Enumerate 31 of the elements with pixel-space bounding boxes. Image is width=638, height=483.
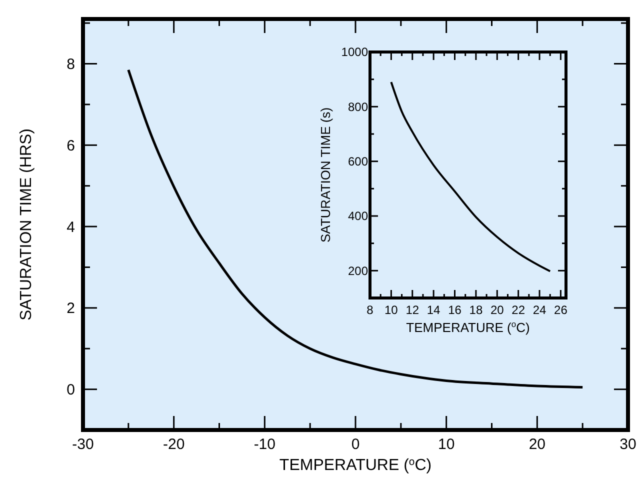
- x-tick-label: 20: [528, 436, 546, 453]
- x-tick-label: 12: [406, 303, 420, 317]
- x-tick-label: 14: [426, 303, 441, 317]
- y-tick-label: 800: [348, 100, 368, 114]
- x-tick-label: -10: [254, 436, 276, 453]
- y-tick-label: 200: [348, 264, 368, 278]
- y-tick-label: 600: [348, 154, 368, 169]
- x-tick-label: 10: [384, 303, 398, 317]
- x-tick-label: 16: [448, 303, 462, 317]
- y-tick-label: 6: [66, 137, 75, 154]
- y-axis-title: SATURATION TIME (s): [318, 107, 333, 243]
- x-tick-label: 26: [554, 303, 568, 317]
- x-tick-label: 24: [532, 303, 547, 317]
- x-tick-label: 22: [512, 303, 526, 317]
- y-tick-label: 4: [66, 218, 75, 236]
- x-tick-label: -30: [72, 436, 94, 453]
- x-axis-title: TEMPERATURE ($^{o}$C): [406, 319, 530, 335]
- y-tick-label: 8: [66, 56, 75, 74]
- y-tick-label: 1000: [341, 45, 368, 60]
- x-tick-label: 30: [620, 436, 636, 453]
- x-tick-label: 18: [469, 303, 483, 317]
- y-tick-label: 0: [66, 382, 75, 399]
- y-axis-title: SATURATION TIME (HRS): [18, 128, 35, 320]
- x-tick-label: 10: [438, 436, 455, 453]
- y-tick-label: 2: [66, 300, 75, 318]
- line-series: [127, 68, 584, 389]
- x-tick-label: 20: [490, 303, 504, 317]
- x-tick-label: -20: [162, 436, 185, 453]
- line-series: [390, 81, 552, 272]
- x-axis-title: TEMPERATURE ($^{o}$C): [279, 456, 432, 474]
- y-tick-label: 400: [348, 209, 368, 224]
